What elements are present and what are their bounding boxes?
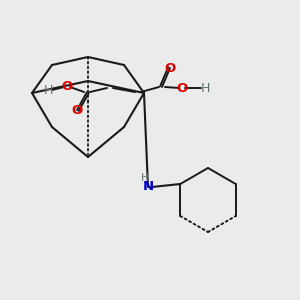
Text: N: N [142,181,154,194]
Text: H: H [43,83,53,97]
Text: O: O [164,61,175,74]
Text: O: O [61,80,73,94]
Text: O: O [176,82,188,94]
Text: O: O [71,103,82,116]
Text: H: H [141,173,149,183]
Text: H: H [200,82,210,94]
